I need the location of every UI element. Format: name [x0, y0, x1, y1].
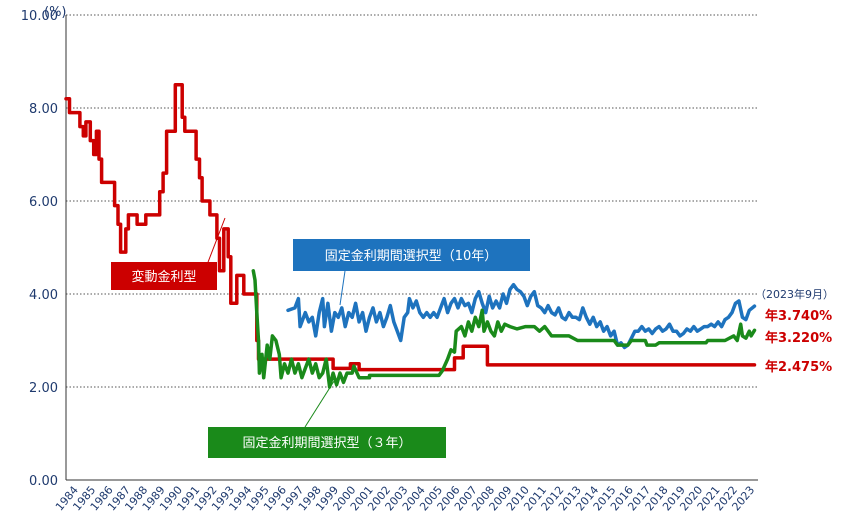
y-tick-label: 2.00: [29, 381, 58, 396]
fixed3-callout-leader: [304, 377, 337, 428]
y-tick-label: 0.00: [29, 474, 58, 489]
floating-callout-box: [111, 262, 217, 290]
series-lines: [64, 83, 757, 389]
x-axis-ticks: 1984198519861987198819891990199119921993…: [53, 484, 757, 514]
y-tick-label: 4.00: [29, 288, 58, 303]
fixed10-callout-label: 固定金利期間選択型（10年）: [325, 248, 498, 264]
y-tick-label: 8.00: [29, 102, 58, 117]
fixed10-callout-box: [293, 239, 530, 271]
floating-end-label: 年2.475%: [765, 359, 832, 375]
fixed3-callout-label: 固定金利期間選択型（３年）: [242, 435, 411, 451]
fixed10-callout-leader: [339, 270, 346, 306]
series-line-0: [64, 83, 757, 372]
fixed3-callout-box: [208, 427, 446, 458]
y-tick-label: 10.00: [21, 9, 58, 24]
floating-callout-label: 変動金利型: [131, 269, 196, 285]
y-tick-label: 6.00: [29, 195, 58, 210]
fixed10-end-label: 年3.740%: [765, 308, 832, 324]
floating-callout-leader: [204, 217, 226, 271]
y-axis-unit-label: (%): [44, 5, 67, 20]
date-note-label: （2023年9月）: [755, 287, 834, 301]
fixed3-end-label: 年3.220%: [765, 330, 832, 346]
series-line-1: [286, 282, 757, 350]
y-axis-ticks: 0.00 2.00 4.00 6.00 8.00 10.00: [21, 9, 58, 489]
series-line-2: [251, 269, 757, 389]
axes: [65, 15, 758, 481]
